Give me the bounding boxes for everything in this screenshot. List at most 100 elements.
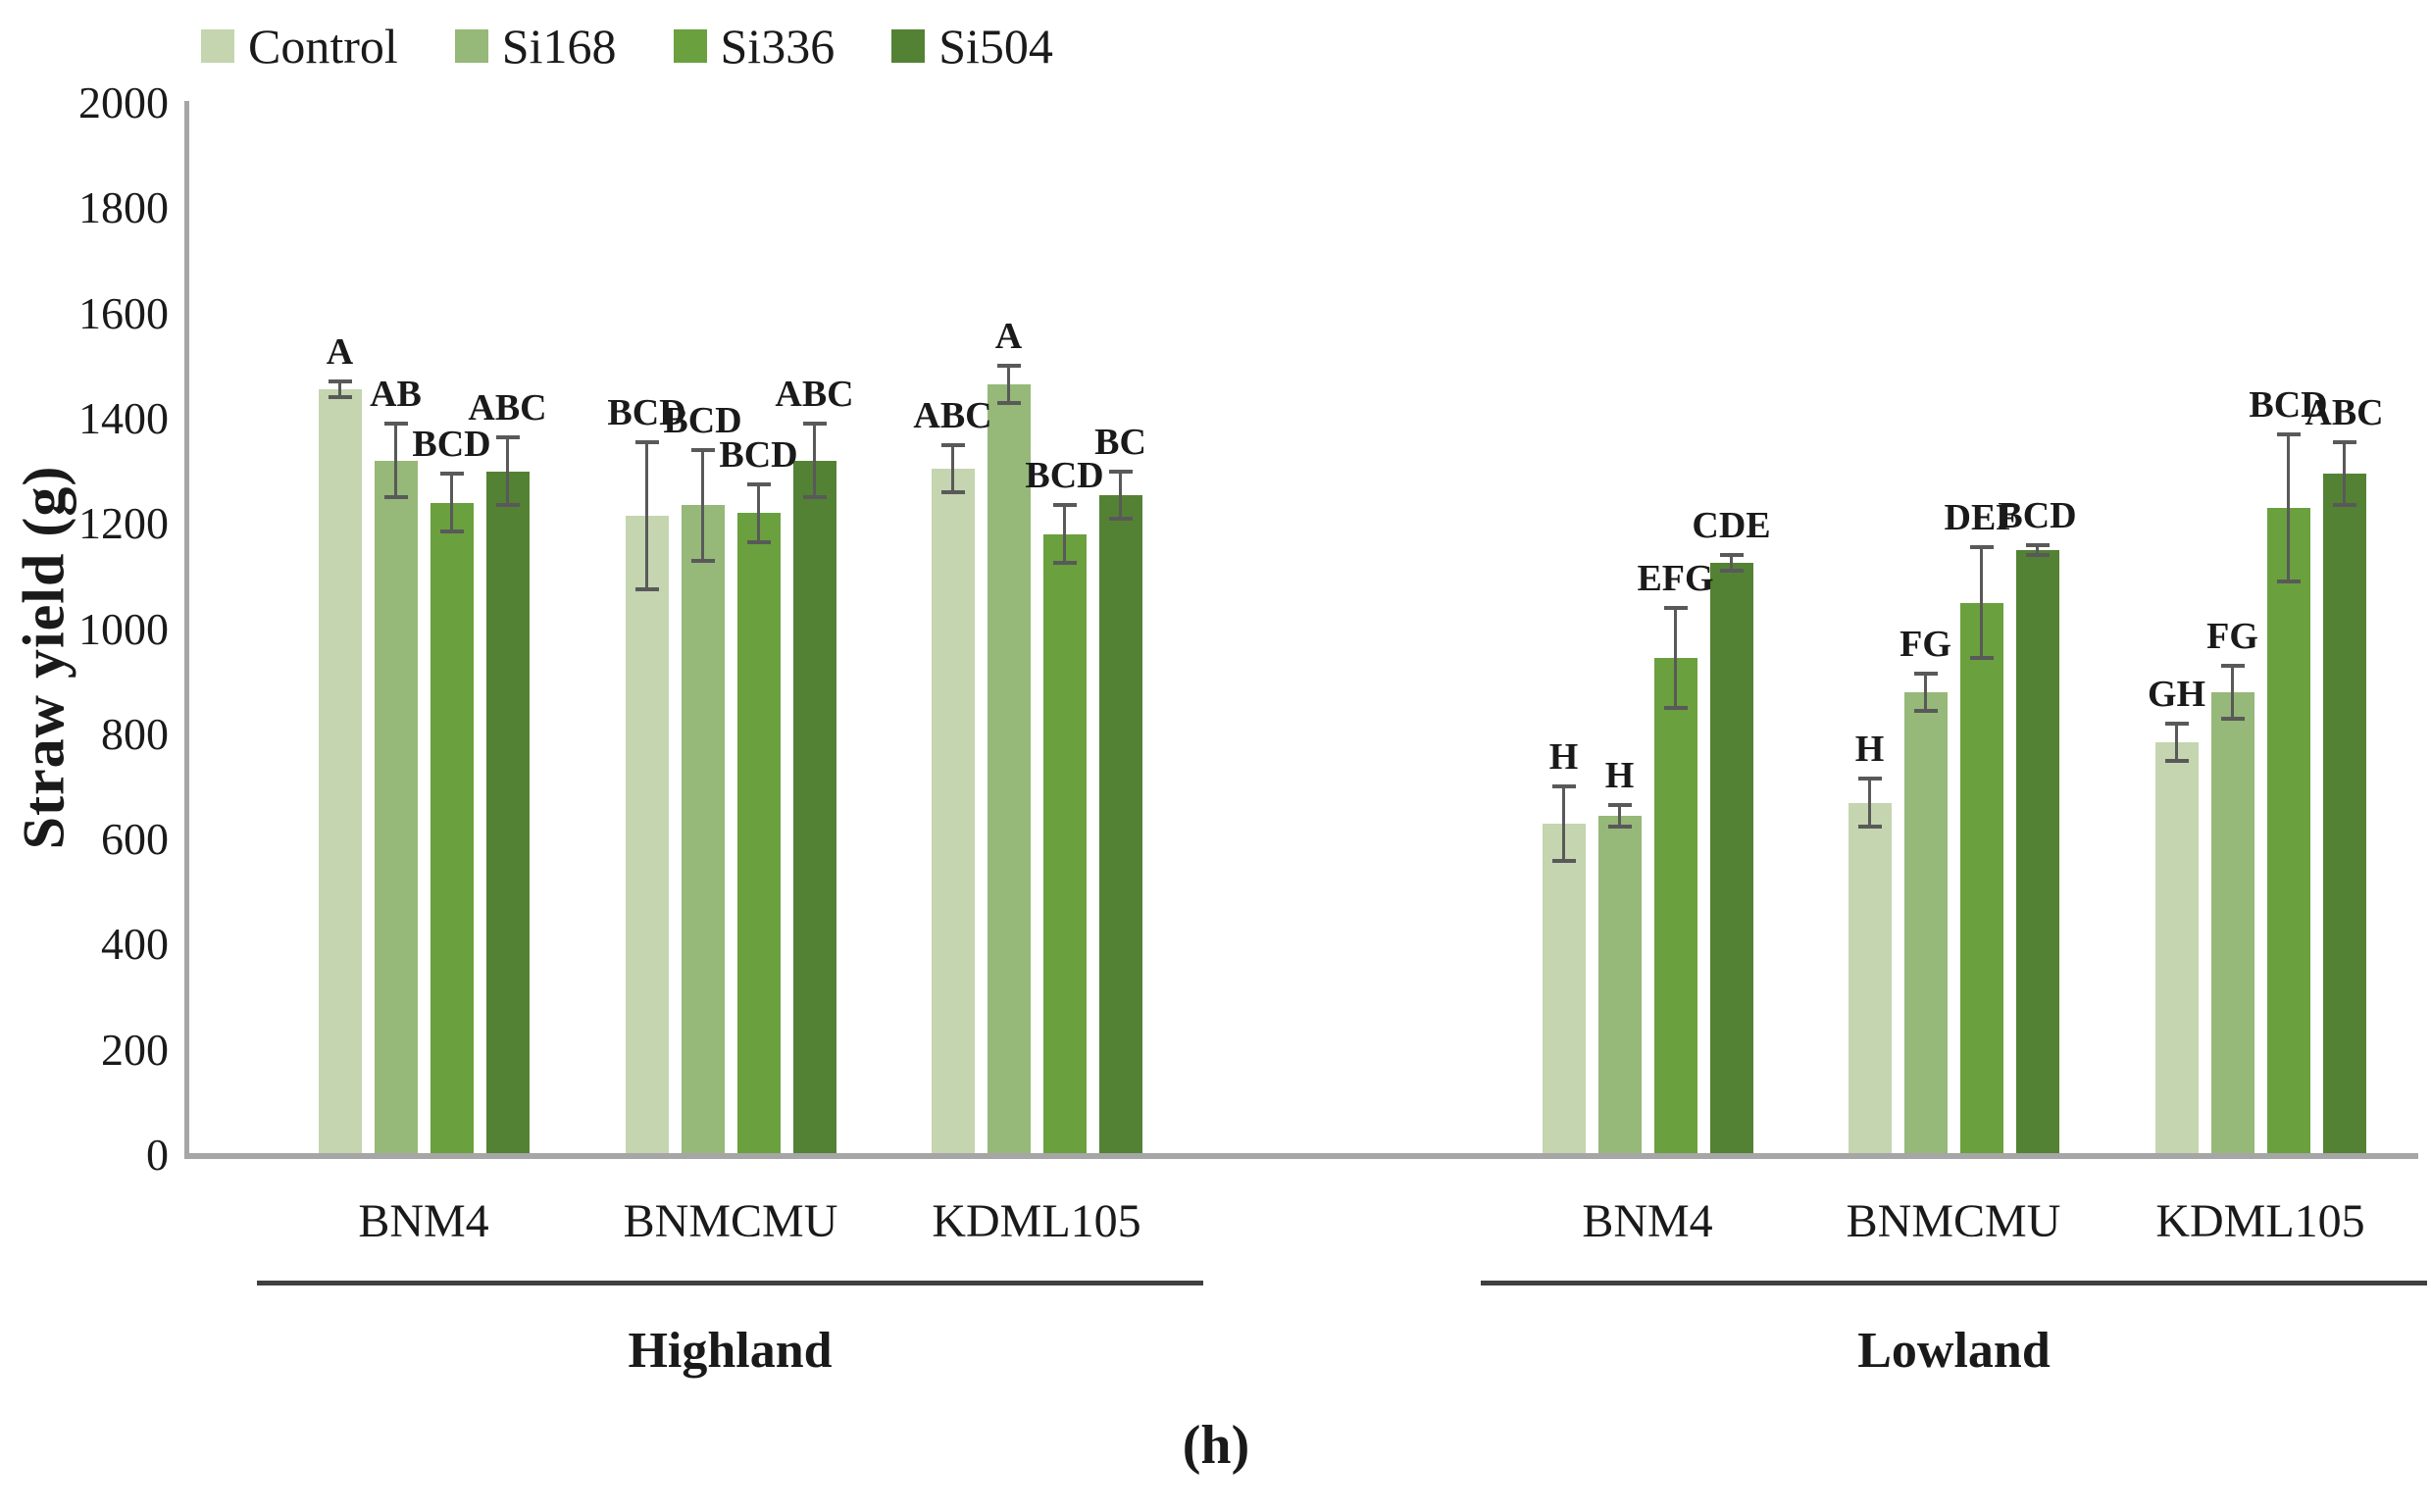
error-bar-cap [634,587,659,592]
bar-si504-lowland-bnmcmu [2015,550,2059,1155]
bar-si336-highland-bnm4 [430,502,474,1155]
x-axis-label-bnmcmu: BNMCMU [1846,1195,2061,1247]
error-bar-cap [2025,542,2050,547]
significance-letter: BCD [607,392,686,434]
error-bar [951,444,954,492]
error-bar [506,436,509,506]
legend-swatch-icon [201,29,234,63]
bar-control-highland-bnmcmu [625,516,669,1155]
error-bar-cap [1052,503,1077,508]
error-bar-cap [746,539,771,544]
bar-si168-lowland-bnmcmu [1903,691,1948,1155]
error-bar [757,483,760,542]
y-tick-label: 1200 [78,498,169,549]
legend-item-si168: Si168 [454,19,617,74]
y-axis-line [184,101,189,1158]
significance-letter: A [994,316,1023,358]
y-tick-label: 1600 [78,287,169,338]
error-bar-cap [2025,553,2050,558]
significance-letter: AB [370,374,422,416]
error-bar-cap [439,472,464,477]
error-bar [1007,366,1010,403]
bar-si504-highland-bnmcmu [792,460,836,1155]
error-bar-cap [383,422,408,427]
error-bar-cap [1857,777,1882,781]
error-bar-cap [1913,708,1938,713]
bar-si336-lowland-bnmcmu [1959,602,2003,1155]
error-bar [813,424,816,498]
error-bar-cap [940,490,965,494]
significance-letter: BCD [2249,383,2328,426]
y-tick-label: 1000 [78,603,169,654]
error-bar [645,442,648,590]
x-axis-label-bnm4: BNM4 [1582,1195,1713,1247]
x-axis-label-kdml105: KDML105 [932,1195,1141,1247]
bar-si504-highland-bnm4 [485,471,530,1155]
error-bar-cap [495,503,520,508]
bar-control-highland-bnm4 [318,389,362,1155]
significance-letter: FG [1899,624,1951,666]
error-bar-cap [1607,803,1632,808]
bar-si168-highland-kdml105 [987,384,1031,1155]
legend-item-si504: Si504 [891,22,1053,71]
y-tick-label: 600 [101,814,169,865]
error-bar-cap [802,495,827,500]
significance-letter: BC [1094,421,1146,463]
y-tick-label: 400 [101,919,169,970]
error-bar-cap [2164,722,2189,727]
legend-swatch-icon [673,29,707,63]
error-bar [450,474,453,532]
error-bar [1730,555,1733,572]
error-bar-cap [2220,664,2245,669]
legend-item-control: Control [201,22,398,71]
x-axis-line [184,1153,2418,1159]
significance-letter: BCD [1998,494,2077,536]
error-bar-cap [1663,705,1688,710]
error-bar-cap [1108,516,1133,521]
significance-letter: H [1854,729,1885,771]
error-bar [1868,779,1871,827]
significance-letter: H [1604,755,1635,797]
error-bar-cap [383,495,408,500]
error-bar-cap [1719,553,1744,558]
bar-si168-lowland-kdml105 [2210,691,2254,1155]
y-tick-label: 2000 [78,77,169,127]
error-bar-cap [328,379,352,384]
bar-si168-highland-bnmcmu [681,505,725,1155]
bar-control-lowland-bnm4 [1542,824,1586,1155]
error-bar-cap [439,529,464,534]
significance-letter: BCD [412,424,491,466]
section-label-lowland: Lowland [1857,1323,2051,1379]
error-bar-cap [1969,656,1994,660]
significance-letter: BCD [719,433,798,476]
significance-letter: ABC [775,374,854,416]
significance-letter: CDE [1692,505,1771,547]
error-bar-cap [996,400,1021,405]
bar-si336-lowland-bnm4 [1653,658,1697,1155]
bar-control-highland-kdml105 [931,468,975,1155]
section-label-highland: Highland [628,1323,833,1379]
error-bar-cap [1663,606,1688,611]
error-bar-cap [1551,784,1576,789]
bar-control-lowland-bnmcmu [1848,802,1892,1155]
bar-si336-highland-kdml105 [1042,533,1087,1155]
error-bar-cap [2220,716,2245,721]
bar-si336-highland-bnmcmu [736,513,781,1155]
legend-label: Si168 [501,19,617,74]
error-bar-cap [2276,431,2301,436]
error-bar-cap [940,442,965,447]
error-bar-cap [634,440,659,445]
error-bar-cap [1857,824,1882,829]
bar-si504-lowland-bnm4 [1709,563,1753,1155]
legend-swatch-icon [454,29,488,63]
significance-letter: ABC [468,386,547,428]
error-bar [1980,547,1983,658]
error-bar [2231,666,2234,719]
bar-si504-highland-kdml105 [1098,494,1142,1155]
bar-si504-lowland-kdml105 [2322,474,2366,1155]
error-bar-cap [495,434,520,439]
x-axis-label-bnmcmu: BNMCMU [623,1195,838,1247]
legend-label: Si504 [938,19,1053,74]
legend-label: Control [248,19,398,74]
